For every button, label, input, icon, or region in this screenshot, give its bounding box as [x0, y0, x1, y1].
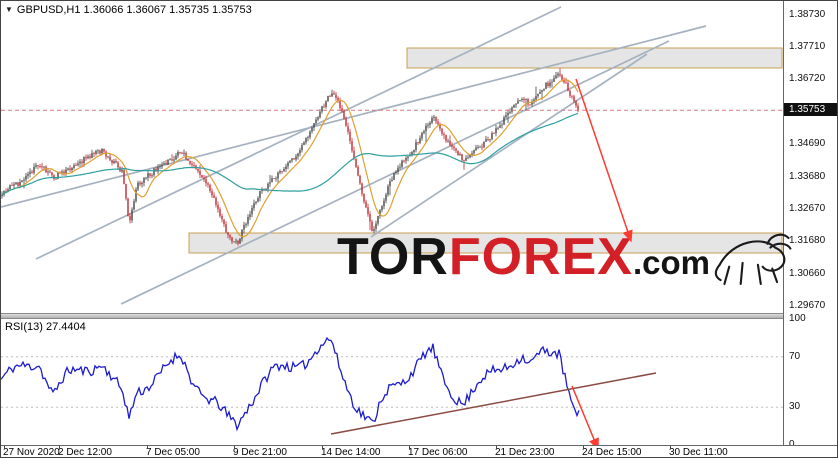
rsi-trendline[interactable]: [330, 372, 657, 435]
time-label: 7 Dec 05:00: [146, 447, 200, 458]
symbol-ohlc-label: GBPUSD,H1 1.36066 1.36067 1.35735 1.3575…: [16, 4, 252, 16]
rsi-scale-label: 30: [789, 401, 801, 413]
time-tick: [4, 446, 5, 449]
chart-header: ▼ GBPUSD,H1 1.36066 1.36067 1.35735 1.35…: [5, 4, 252, 16]
price-label: 1.32670: [789, 203, 826, 215]
rsi-indicator-panel[interactable]: RSI(13) 27.4404: [1, 319, 783, 451]
trendline[interactable]: [35, 6, 562, 260]
forecast-arrow[interactable]: [575, 78, 633, 243]
price-label: 1.30660: [789, 268, 826, 280]
main-chart-panel[interactable]: TOR FOREX .com: [1, 1, 792, 313]
time-label: 24 Dec 15:00: [582, 447, 642, 458]
price-label: 1.33680: [789, 170, 826, 182]
time-tick: [322, 446, 323, 449]
price-label: 1.36720: [789, 73, 826, 85]
price-label: 1.38730: [789, 8, 826, 20]
time-label: 21 Dec 23:00: [495, 447, 555, 458]
price-label: 1.31680: [789, 235, 826, 247]
rsi-forecast-arrow[interactable]: [571, 385, 599, 451]
chart-type-icon: ▼: [5, 5, 13, 14]
time-label: 30 Dec 11:00: [669, 447, 728, 458]
current-price-badge: 1.35753: [784, 103, 837, 117]
rsi-scale-label: 0: [789, 439, 795, 450]
time-axis[interactable]: 27 Nov 2020 2 Dec 12:00 7 Dec 05:00 9 Dec 2…: [1, 445, 837, 458]
rsi-value-label: RSI(13) 27.4404: [5, 321, 86, 333]
time-label: 17 Dec 06:00: [408, 447, 468, 458]
time-tick: [409, 446, 410, 449]
time-label: 27 Nov 2020: [3, 447, 60, 458]
trendline[interactable]: [1, 25, 707, 208]
rsi-scale-label: 70: [789, 350, 801, 362]
price-label: 1.34690: [789, 138, 826, 150]
time-tick: [234, 446, 235, 449]
time-tick: [670, 446, 671, 449]
time-label: 2 Dec 12:00: [58, 447, 112, 458]
rsi-line: [1, 336, 580, 432]
ma-fast-line: [1, 79, 579, 238]
time-label: 14 Dec 14:00: [321, 447, 381, 458]
price-label: 1.37710: [789, 41, 826, 53]
time-tick: [59, 446, 60, 449]
resistance-zone[interactable]: [406, 47, 783, 69]
time-label: 9 Dec 21:00: [233, 447, 287, 458]
panel-separator[interactable]: [1, 313, 837, 319]
trendline[interactable]: [370, 53, 648, 238]
price-axis[interactable]: 1.38730 1.37710 1.36720 1.34690 1.33680 1.326…: [783, 1, 837, 450]
rsi-canvas[interactable]: [1, 319, 783, 451]
time-tick: [583, 446, 584, 449]
time-tick: [147, 446, 148, 449]
time-tick: [496, 446, 497, 449]
price-label: 1.29670: [789, 299, 826, 311]
rsi-scale-label: 100: [789, 313, 806, 324]
ma-slow-line: [1, 112, 579, 196]
